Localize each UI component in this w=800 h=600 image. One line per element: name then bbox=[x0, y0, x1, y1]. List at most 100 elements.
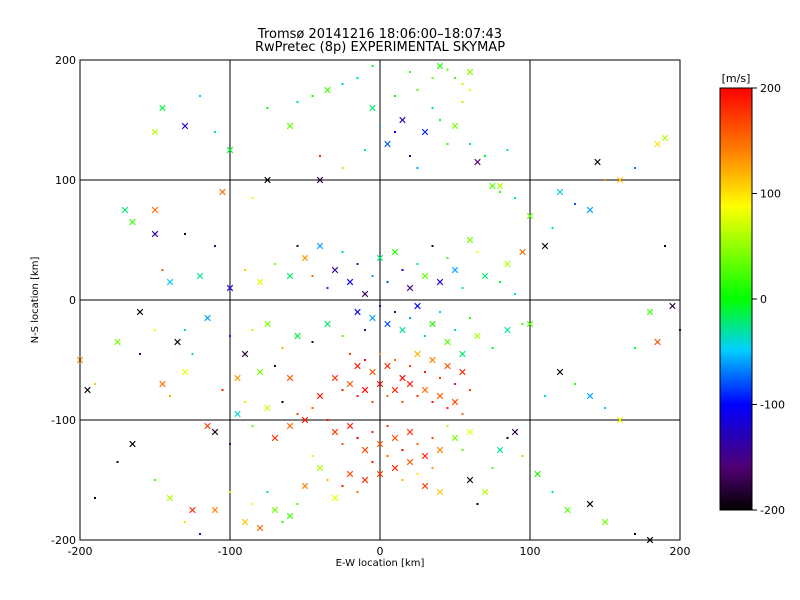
data-point-x bbox=[301, 482, 309, 490]
data-point-x bbox=[384, 140, 391, 148]
data-point-x bbox=[286, 374, 294, 382]
data-point-dot bbox=[469, 89, 471, 91]
colorbar-label: [m/s] bbox=[722, 72, 751, 85]
data-point-dot bbox=[461, 101, 464, 103]
data-point-dot bbox=[251, 197, 254, 199]
data-point-x bbox=[129, 440, 136, 448]
data-point-x bbox=[451, 434, 459, 442]
data-point-x bbox=[496, 446, 504, 454]
data-point-x bbox=[346, 278, 354, 286]
data-point-dot bbox=[229, 491, 231, 493]
y-tick-label: -200 bbox=[51, 534, 76, 547]
data-point-x bbox=[421, 386, 429, 394]
data-point-x bbox=[346, 422, 354, 430]
x-tick-label: -100 bbox=[218, 545, 243, 558]
colorbar-tick-label: -100 bbox=[760, 399, 785, 412]
chart-subtitle: RwPretec (8p) EXPERIMENTAL SKYMAP bbox=[255, 40, 505, 55]
data-point-dot bbox=[514, 197, 516, 199]
data-point-dot bbox=[386, 281, 389, 283]
data-point-x bbox=[436, 278, 444, 286]
colorbar-ticks: 200 100 0 -100 -200 bbox=[752, 82, 785, 517]
data-point-x bbox=[481, 488, 489, 496]
data-point-x bbox=[504, 260, 511, 268]
data-point-dot bbox=[116, 461, 119, 463]
data-point-x bbox=[166, 278, 174, 286]
data-point-x bbox=[264, 176, 271, 184]
x-tick-label: 200 bbox=[670, 545, 691, 558]
data-point-dot bbox=[311, 407, 314, 409]
data-point-x bbox=[459, 368, 466, 376]
data-point-dot bbox=[461, 287, 464, 289]
data-point-dot bbox=[409, 365, 411, 367]
data-point-dot bbox=[551, 491, 554, 493]
data-point-dot bbox=[416, 473, 419, 475]
data-point-x bbox=[376, 470, 384, 478]
data-point-dot bbox=[401, 479, 404, 481]
data-point-x bbox=[241, 518, 249, 526]
data-point-dot bbox=[326, 479, 329, 481]
data-point-dot bbox=[394, 95, 396, 97]
y-tick-label: -100 bbox=[51, 414, 76, 427]
data-point-x bbox=[159, 380, 166, 388]
data-point-x bbox=[451, 266, 459, 274]
data-point-dot bbox=[409, 71, 411, 73]
data-point-x bbox=[301, 254, 309, 262]
data-point-dot bbox=[274, 365, 276, 367]
data-point-x bbox=[354, 308, 361, 316]
x-tick-label: 0 bbox=[377, 545, 384, 558]
data-point-dot bbox=[454, 383, 456, 385]
data-point-dot bbox=[386, 425, 389, 427]
y-axis-label: N-S location [km] bbox=[30, 257, 41, 344]
data-point-x bbox=[294, 332, 301, 340]
data-point-dot bbox=[311, 275, 314, 277]
data-point-x bbox=[466, 236, 474, 244]
data-point-x bbox=[384, 320, 391, 328]
data-point-dot bbox=[356, 77, 359, 79]
data-point-dot bbox=[341, 335, 344, 337]
data-point-x bbox=[421, 128, 429, 136]
data-point-x bbox=[474, 332, 481, 340]
data-point-dot bbox=[341, 443, 344, 445]
data-point-x bbox=[286, 122, 294, 130]
data-point-x bbox=[414, 302, 421, 310]
data-point-dot bbox=[574, 203, 576, 205]
data-point-x bbox=[466, 428, 474, 436]
data-point-x bbox=[151, 206, 159, 214]
data-point-dot bbox=[199, 95, 201, 97]
data-point-dot bbox=[326, 419, 329, 421]
data-point-x bbox=[211, 428, 219, 436]
data-point-x bbox=[151, 128, 159, 136]
colorbar-tick-label: 200 bbox=[760, 82, 781, 95]
data-point-dot bbox=[364, 149, 366, 151]
data-point-x bbox=[436, 62, 444, 70]
data-point-dot bbox=[139, 353, 141, 355]
data-point-dot bbox=[446, 425, 449, 427]
data-point-dot bbox=[401, 449, 404, 451]
data-point-dot bbox=[244, 401, 246, 403]
data-point-x bbox=[399, 326, 406, 334]
data-point-dot bbox=[371, 461, 374, 463]
data-point-x bbox=[241, 350, 249, 358]
data-point-dot bbox=[439, 377, 441, 379]
data-point-dot bbox=[94, 497, 96, 499]
data-point-x bbox=[316, 392, 324, 400]
data-point-dot bbox=[491, 467, 494, 469]
data-point-x bbox=[406, 380, 414, 388]
data-point-dot bbox=[416, 167, 419, 169]
data-point-dot bbox=[191, 353, 194, 355]
data-point-x bbox=[286, 512, 294, 520]
data-point-dot bbox=[574, 383, 576, 385]
data-point-x bbox=[429, 320, 436, 328]
data-point-dot bbox=[341, 251, 344, 253]
data-point-x bbox=[391, 248, 399, 256]
data-point-dot bbox=[341, 389, 344, 391]
data-point-x bbox=[361, 386, 369, 394]
data-point-x bbox=[466, 476, 474, 484]
data-point-dot bbox=[341, 167, 344, 169]
data-point-dot bbox=[604, 179, 606, 181]
chart-title: Tromsø 20141216 18:06:00–18:07:43 bbox=[257, 27, 502, 42]
data-point-x bbox=[369, 314, 376, 322]
data-point-x bbox=[316, 242, 324, 250]
data-point-x bbox=[391, 464, 399, 472]
data-point-x bbox=[316, 176, 324, 184]
